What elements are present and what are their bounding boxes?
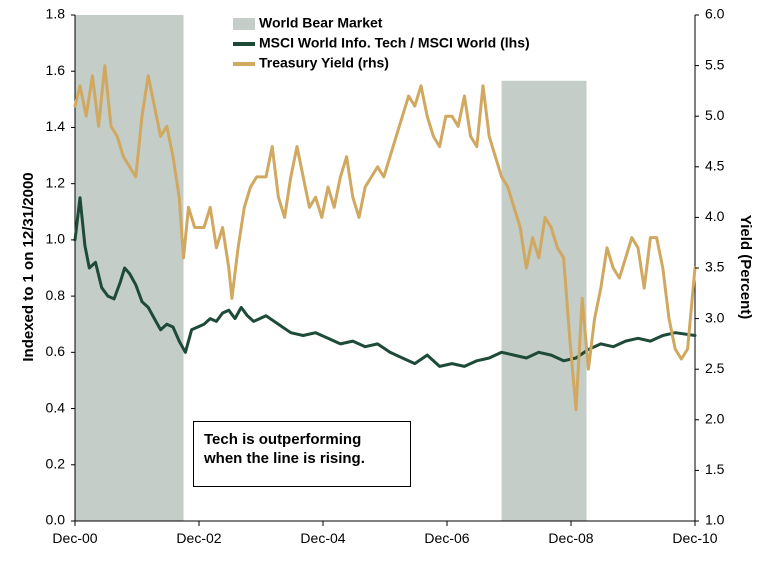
left-tick-label: 0.6 — [46, 343, 66, 359]
bear-market-band — [75, 15, 184, 521]
right-tick-label: 6.0 — [705, 6, 725, 22]
left-tick-label: 0.0 — [46, 512, 66, 528]
right-tick-label: 1.5 — [705, 461, 725, 477]
right-tick-label: 1.0 — [705, 512, 725, 528]
left-tick-label: 0.8 — [46, 287, 66, 303]
x-tick-label: Dec-00 — [52, 530, 97, 546]
left-axis-title: Indexed to 1 on 12/31/2000 — [20, 172, 37, 361]
right-tick-label: 4.5 — [705, 158, 725, 174]
bear-market-band — [501, 80, 587, 521]
annotation-line-2: when the line is rising. — [204, 450, 365, 467]
left-tick-label: 1.4 — [46, 118, 66, 134]
left-tick-label: 1.0 — [46, 231, 66, 247]
right-tick-label: 3.5 — [705, 259, 725, 275]
left-tick-label: 1.6 — [46, 62, 66, 78]
right-axis-title: Yield (Percent) — [737, 215, 754, 319]
tech-ratio-line — [73, 196, 697, 368]
x-tick-label: Dec-04 — [300, 530, 345, 546]
legend-label: MSCI World Info. Tech / MSCI World (lhs) — [259, 35, 530, 51]
right-tick-label: 2.5 — [705, 360, 725, 376]
right-tick-label: 5.5 — [705, 56, 725, 72]
left-tick-label: 0.4 — [46, 399, 66, 415]
right-tick-label: 4.0 — [705, 208, 725, 224]
right-tick-label: 3.0 — [705, 309, 725, 325]
x-tick-label: Dec-02 — [176, 530, 221, 546]
x-tick-label: Dec-08 — [548, 530, 593, 546]
right-tick-label: 5.0 — [705, 107, 725, 123]
x-tick-label: Dec-10 — [672, 530, 717, 546]
annotation-line-1: Tech is outperforming — [204, 431, 362, 448]
legend-label: World Bear Market — [259, 15, 383, 31]
annotation-box: Tech is outperforming when the line is r… — [193, 421, 411, 487]
legend-swatch-bear-market — [233, 18, 255, 30]
left-tick-label: 1.2 — [46, 174, 66, 190]
left-tick-label: 1.8 — [46, 6, 66, 22]
x-tick-label: Dec-06 — [424, 530, 469, 546]
left-tick-label: 0.2 — [46, 455, 66, 471]
right-tick-label: 2.0 — [705, 411, 725, 427]
treasury-yield-line — [73, 64, 697, 412]
legend-label: Treasury Yield (rhs) — [259, 55, 389, 71]
